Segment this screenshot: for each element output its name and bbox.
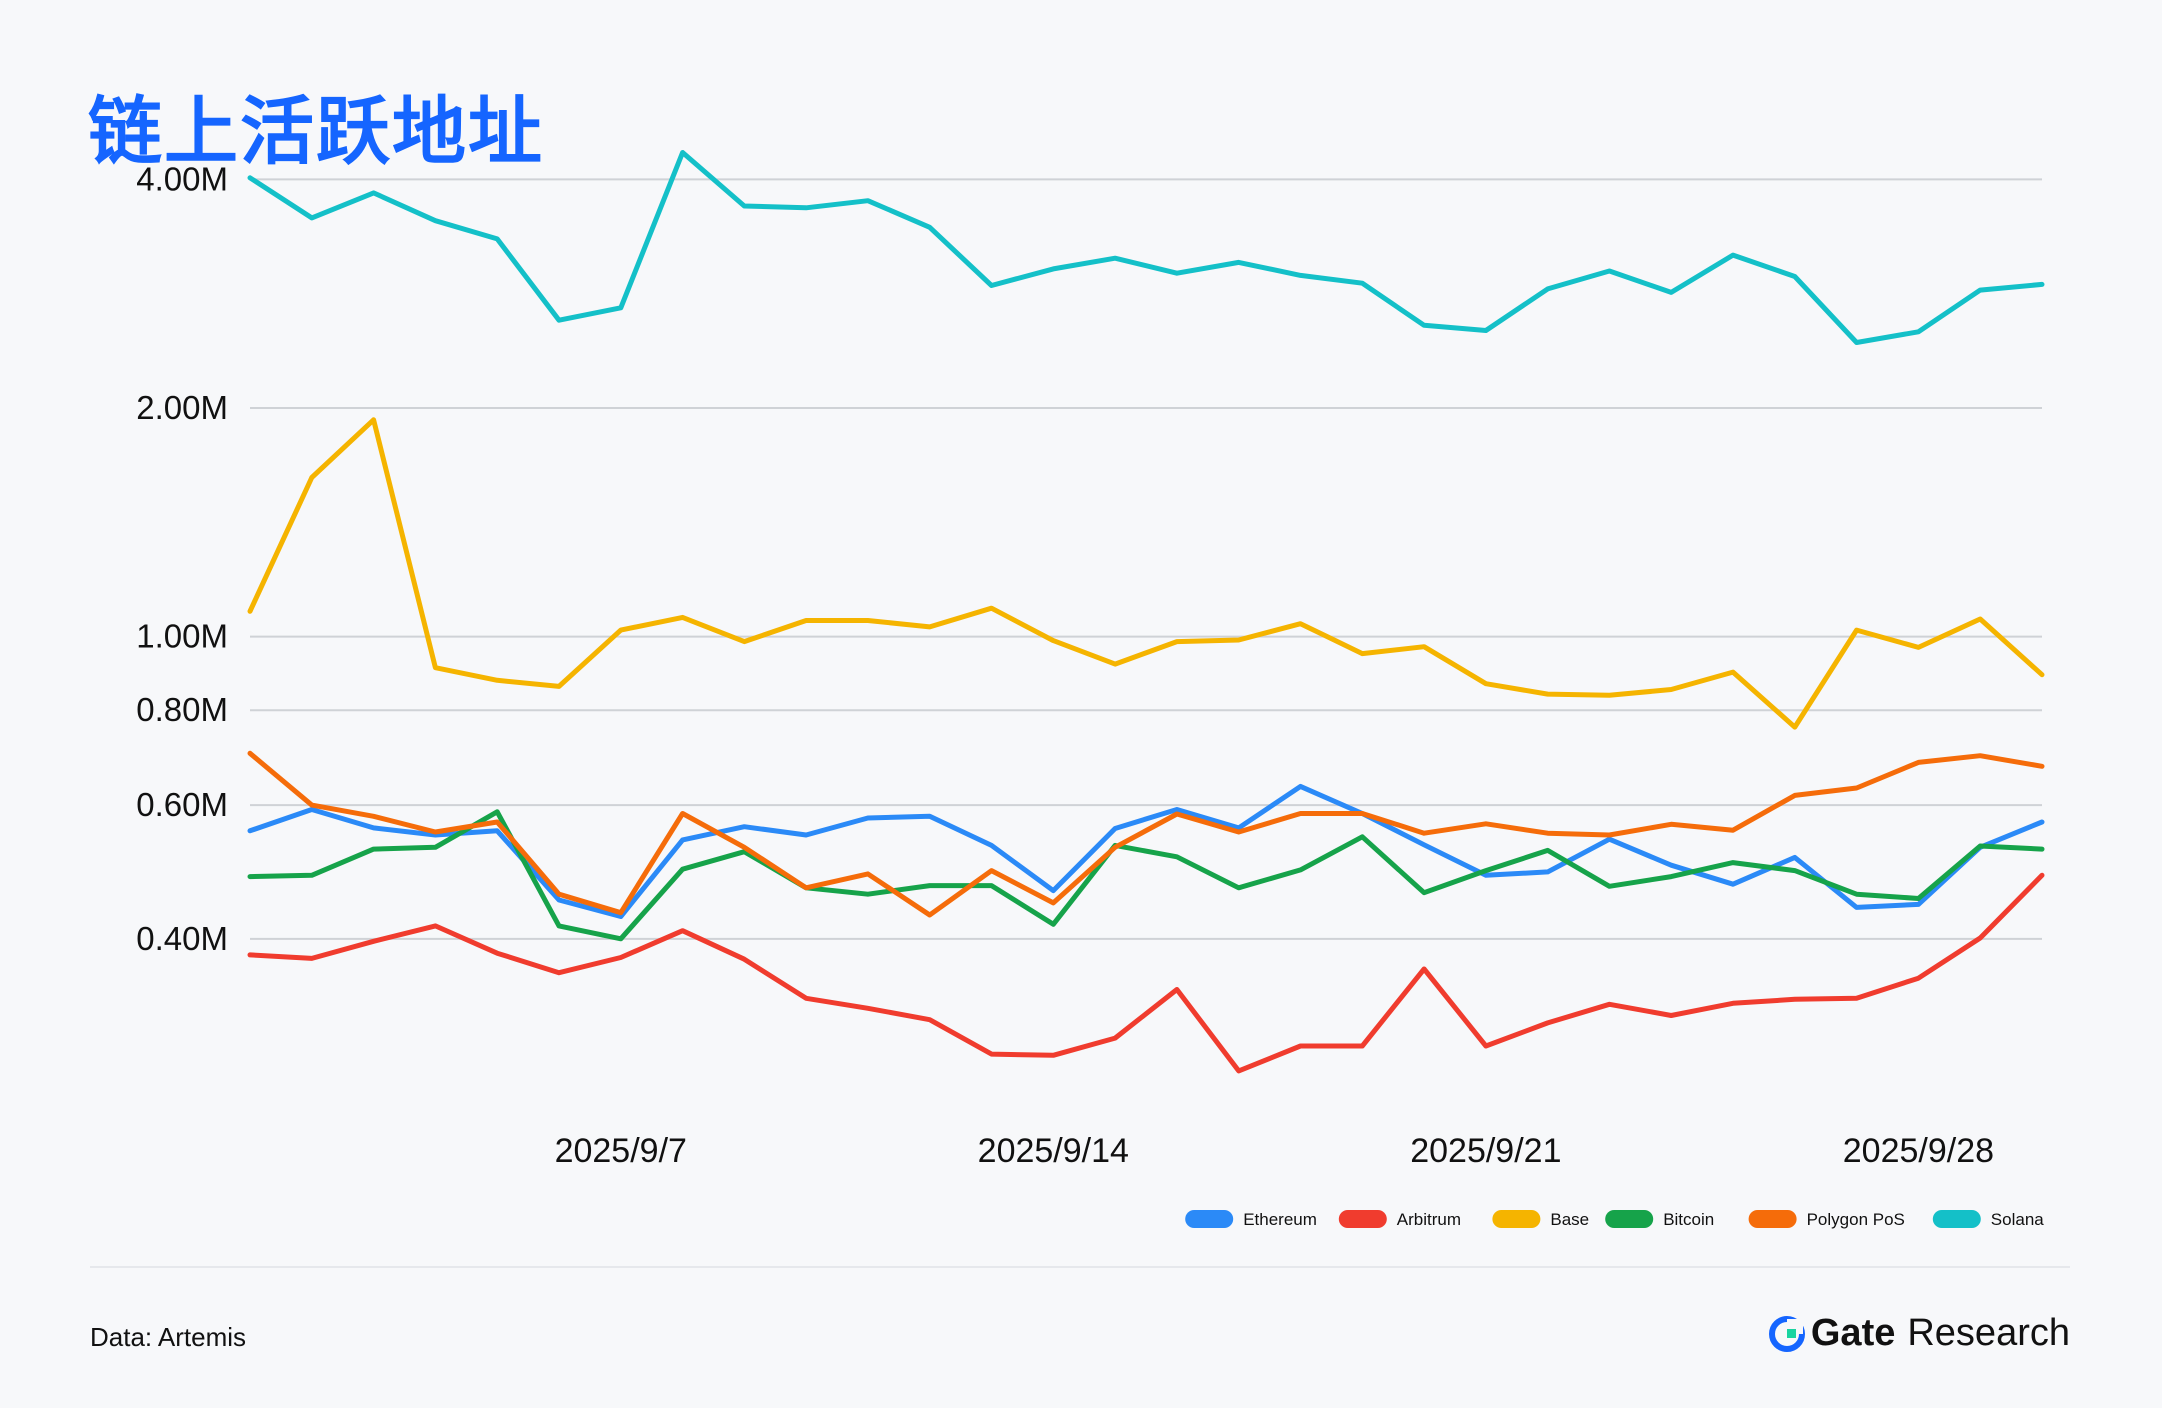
y-tick-label: 1.00M [136, 618, 228, 655]
series-lines [247, 150, 2045, 1074]
chart-title: 链上活跃地址 [88, 89, 544, 175]
series-line-base [247, 417, 2045, 730]
x-axis-ticks: 2025/9/7 2025/9/14 2025/9/21 2025/9/28 [555, 1132, 1994, 1170]
x-tick-label: 2025/9/21 [1410, 1132, 1561, 1170]
legend-label: Bitcoin [1663, 1210, 1714, 1229]
series-line-polygon-pos [247, 750, 2045, 918]
legend-label: Solana [1991, 1210, 2044, 1229]
series-line-bitcoin [247, 809, 2045, 942]
footer-divider [90, 1266, 2070, 1268]
gate-logo-icon [1768, 1315, 1805, 1352]
legend-label: Ethereum [1243, 1210, 1317, 1229]
legend-swatch [1185, 1210, 1234, 1228]
brand-name: Gate [1810, 1312, 1896, 1354]
legend-swatch [1932, 1210, 1981, 1228]
x-tick-label: 2025/9/14 [978, 1132, 1129, 1170]
y-axis-ticks: 0.40M 0.60M 0.80M 1.00M 2.00M 4.00M [136, 160, 228, 956]
legend-label: Base [1550, 1210, 1589, 1229]
legend: Ethereum Arbitrum Base Bitcoin Polygon PoS So… [1185, 1210, 2044, 1229]
brand-sub: Research [1907, 1312, 2070, 1354]
series-line-ethereum [247, 783, 2045, 919]
y-tick-label: 0.80M [136, 691, 228, 728]
y-tick-label: 0.60M [136, 786, 228, 823]
y-tick-label: 2.00M [136, 389, 228, 426]
gridlines [250, 178, 2042, 940]
legend-label: Polygon PoS [1807, 1210, 1905, 1229]
y-tick-label: 4.00M [136, 160, 228, 197]
legend-swatch [1492, 1210, 1541, 1228]
x-tick-label: 2025/9/7 [555, 1132, 687, 1170]
series-line-arbitrum [247, 872, 2045, 1074]
brand-logo: Gate Research [1768, 1312, 2070, 1355]
legend-swatch [1605, 1210, 1654, 1228]
data-source: Data: Artemis [90, 1322, 247, 1352]
x-tick-label: 2025/9/28 [1843, 1132, 1994, 1170]
legend-label: Arbitrum [1397, 1210, 1461, 1229]
legend-swatch [1338, 1210, 1387, 1228]
legend-swatch [1748, 1210, 1797, 1228]
y-tick-label: 0.40M [136, 920, 228, 957]
series-line-solana [247, 150, 2045, 345]
